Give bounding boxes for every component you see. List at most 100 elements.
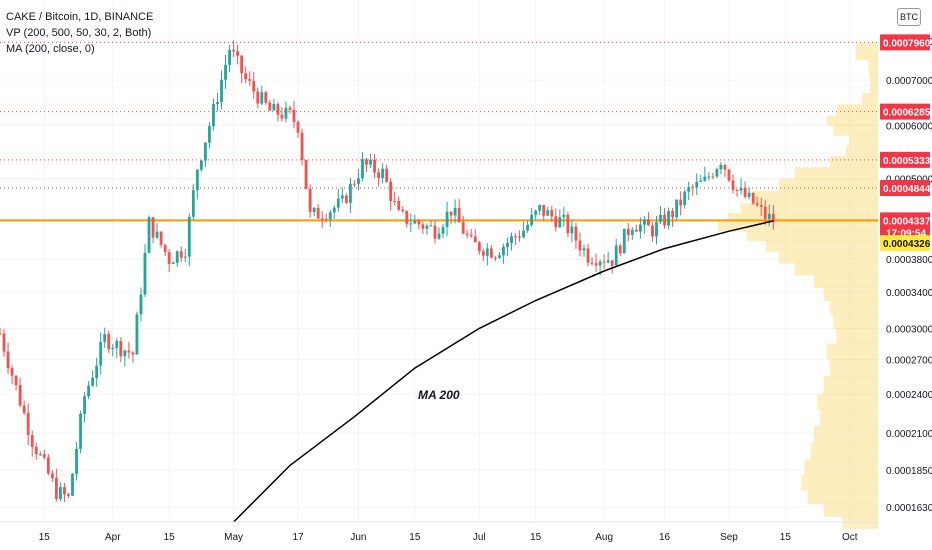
candle bbox=[300, 128, 304, 166]
candle-body bbox=[481, 251, 485, 256]
candle-body bbox=[542, 205, 546, 216]
volume-profile-bar bbox=[826, 343, 878, 360]
candle bbox=[240, 54, 244, 84]
candle-body bbox=[618, 245, 622, 254]
candle bbox=[34, 442, 38, 460]
candle-body bbox=[252, 80, 256, 92]
candle-body bbox=[115, 340, 119, 348]
candle bbox=[489, 244, 493, 259]
candle-body bbox=[228, 49, 231, 65]
candle bbox=[0, 327, 2, 335]
candle bbox=[647, 212, 650, 226]
current-price-value: 0.0004337 bbox=[883, 216, 931, 227]
candle-body bbox=[203, 142, 207, 161]
volume-profile-bar bbox=[820, 408, 878, 427]
candle bbox=[22, 400, 26, 415]
candle-body bbox=[526, 224, 530, 231]
candle bbox=[723, 163, 727, 177]
chart-legend: CAKE / Bitcoin, 1D, BINANCE VP (200, 500… bbox=[6, 9, 153, 57]
candle-body bbox=[320, 218, 324, 220]
candle bbox=[30, 430, 34, 457]
candle-body bbox=[34, 446, 38, 455]
ma-indicator-label[interactable]: MA (200, close, 0) bbox=[6, 43, 95, 55]
candle bbox=[755, 196, 759, 208]
price-tick-label: 0.0002700 bbox=[886, 355, 932, 366]
candle bbox=[220, 70, 223, 110]
candle-body bbox=[139, 294, 143, 315]
candle bbox=[542, 205, 546, 221]
candle bbox=[280, 107, 284, 122]
candle bbox=[622, 228, 626, 254]
vp-indicator-label[interactable]: VP (200, 500, 50, 30, 2, Both) bbox=[6, 27, 152, 39]
candle-body bbox=[562, 214, 566, 218]
candle-body bbox=[324, 218, 328, 220]
candle bbox=[630, 227, 634, 240]
candle-body bbox=[95, 365, 99, 378]
volume-profile-bar bbox=[727, 212, 878, 223]
candle bbox=[437, 227, 441, 240]
candle-body bbox=[699, 180, 703, 182]
candle-body bbox=[558, 217, 562, 228]
price-tick-label: 0.0001630 bbox=[886, 503, 932, 514]
candle bbox=[63, 483, 66, 503]
candle bbox=[292, 100, 296, 128]
price-axis[interactable]: 0.00080000.00070000.00060000.00050000.00… bbox=[878, 0, 932, 550]
candle bbox=[735, 189, 739, 197]
candle-body bbox=[731, 180, 735, 190]
candle-body bbox=[316, 207, 320, 219]
candle bbox=[691, 184, 695, 196]
candle-body bbox=[143, 252, 147, 295]
level-price-tag-text: 0.0007960 bbox=[883, 38, 931, 49]
volume-profile-bar bbox=[814, 275, 878, 288]
candle bbox=[195, 168, 199, 200]
candle-body bbox=[642, 219, 646, 225]
candle-body bbox=[554, 216, 558, 228]
candlestick-series bbox=[0, 40, 775, 503]
candle bbox=[147, 215, 151, 254]
candle-body bbox=[155, 231, 159, 238]
volume-profile-bar bbox=[855, 42, 878, 61]
candle bbox=[276, 102, 280, 122]
candle bbox=[187, 213, 191, 267]
candle-body bbox=[586, 248, 590, 263]
level-price-tag-text: 0.0005333 bbox=[883, 156, 931, 167]
candle-body bbox=[751, 192, 755, 204]
candle-body bbox=[272, 103, 276, 111]
candle bbox=[409, 213, 413, 233]
candle-body bbox=[353, 183, 356, 185]
volume-profile-bar bbox=[868, 59, 878, 77]
candle bbox=[425, 223, 429, 235]
time-tick-label: Jun bbox=[350, 532, 366, 543]
candle bbox=[747, 187, 751, 200]
candle-body bbox=[602, 261, 606, 263]
candle bbox=[328, 209, 332, 227]
candle-body bbox=[397, 200, 401, 210]
candle bbox=[498, 251, 501, 259]
candle-body bbox=[413, 220, 417, 224]
candle-body bbox=[763, 206, 767, 219]
candle-body bbox=[502, 246, 505, 256]
candle-body bbox=[570, 226, 574, 234]
candle-body bbox=[578, 240, 582, 251]
candle-body bbox=[119, 340, 123, 357]
candle-body bbox=[212, 103, 215, 127]
candle-body bbox=[183, 256, 187, 258]
time-axis[interactable]: 15 Apr 15 May 17 Jun 15 Jul 15 Aug 16 Sep 15 Oct bbox=[0, 521, 878, 543]
candle-body bbox=[651, 225, 654, 237]
candle-body bbox=[510, 236, 513, 243]
price-axis-background bbox=[878, 0, 932, 550]
candle bbox=[369, 153, 372, 169]
candle-body bbox=[163, 244, 167, 253]
symbol-title[interactable]: CAKE / Bitcoin, 1D, BINANCE bbox=[6, 11, 154, 23]
time-tick-label: Jul bbox=[473, 532, 486, 543]
candle bbox=[224, 55, 227, 89]
candle-body bbox=[357, 178, 360, 184]
price-tick-label: 0.0002100 bbox=[886, 429, 932, 440]
candle-body bbox=[260, 92, 264, 104]
volume-profile-bar bbox=[794, 263, 878, 276]
level-price-tag-bg bbox=[880, 180, 930, 197]
candle bbox=[163, 244, 167, 256]
currency-badge[interactable]: BTC bbox=[897, 8, 921, 26]
